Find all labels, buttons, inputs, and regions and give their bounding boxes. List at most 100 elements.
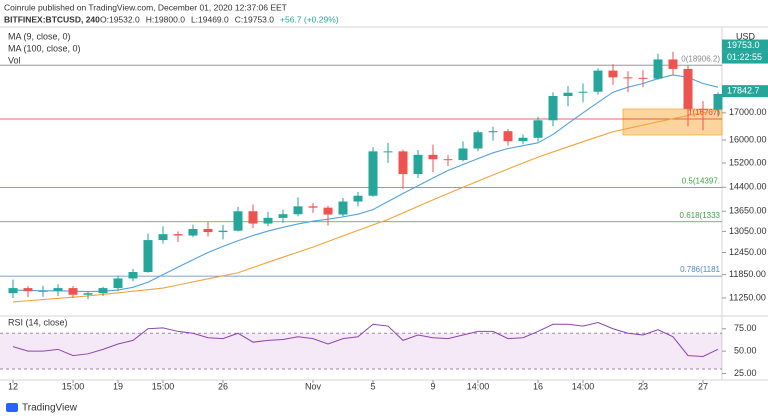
candle-body xyxy=(353,195,363,202)
candle-body xyxy=(323,207,333,215)
candle-body xyxy=(593,70,603,92)
candle-body xyxy=(38,290,48,292)
candle-body xyxy=(293,206,303,215)
x-tick-label: 14:00 xyxy=(572,381,595,391)
candle-body xyxy=(608,70,618,78)
fib-label: 0.5(14397. xyxy=(682,176,720,185)
x-tick-label: 19 xyxy=(113,381,123,391)
candle-body xyxy=(443,159,453,161)
y-tick-label: 11850.00 xyxy=(729,269,766,279)
candle-body xyxy=(383,151,393,153)
y-tick-label: 11250.00 xyxy=(729,292,766,302)
candle-body xyxy=(188,228,198,236)
candle-body xyxy=(53,288,63,291)
x-tick-label: 9 xyxy=(430,381,435,391)
x-tick-label: 15:00 xyxy=(62,381,85,391)
fib-label: 0(18906.2) xyxy=(681,54,720,63)
legend-ma9: MA (9, close, 0) xyxy=(8,31,71,41)
x-tick-label: 16 xyxy=(533,381,543,391)
candle-body xyxy=(518,137,528,142)
candle-body xyxy=(233,211,243,231)
candle-body xyxy=(203,228,213,233)
quote-item: L:19469.0 xyxy=(191,14,229,24)
x-tick-label: Nov xyxy=(305,381,322,391)
candle-body xyxy=(638,77,648,79)
candle-body xyxy=(473,132,483,149)
x-tick-label: 26 xyxy=(218,381,228,391)
x-tick-label: 14:00 xyxy=(467,381,490,391)
countdown-bg xyxy=(722,51,768,64)
candle-body xyxy=(263,217,273,224)
x-tick-label: 23 xyxy=(638,381,648,391)
fib-label: 0.618(1333 xyxy=(680,211,721,220)
countdown: 01:22:55 xyxy=(727,52,762,62)
y-tick-label: 17000.00 xyxy=(729,107,767,117)
candle-body xyxy=(143,240,153,273)
y-tick-label: 12450.00 xyxy=(729,247,767,257)
y-tick-label: 14400.00 xyxy=(729,182,767,192)
candle-body xyxy=(8,288,18,294)
candle-body xyxy=(128,272,138,279)
x-tick-label: 27 xyxy=(698,381,708,391)
currency: USD xyxy=(736,31,756,41)
rsi-band xyxy=(0,333,722,370)
candle-body xyxy=(413,154,423,175)
legend-vol: Vol xyxy=(8,55,21,65)
candle-body xyxy=(158,234,168,241)
candle-body xyxy=(578,91,588,93)
candle-body xyxy=(308,206,318,208)
price-tag xyxy=(722,39,768,52)
candle-body xyxy=(23,288,33,292)
candle-body xyxy=(428,154,438,160)
rsi-y-tick-label: 75.00 xyxy=(734,323,757,333)
rsi-title: RSI (14, close) xyxy=(8,317,68,327)
x-tick-label: 15:00 xyxy=(152,381,175,391)
candle-body xyxy=(173,234,183,236)
candle-body xyxy=(98,288,108,294)
candle-body xyxy=(653,59,663,79)
candle-body xyxy=(278,214,288,218)
symbol: BITFINEX:BTCUSD, 240 xyxy=(4,14,100,24)
candle-body xyxy=(68,288,78,295)
y-tick-label: 15200.00 xyxy=(729,157,767,167)
candle-body xyxy=(533,120,543,138)
price-tag-label: 19753.0 xyxy=(727,40,760,50)
price-tag xyxy=(722,85,768,98)
candle-body xyxy=(458,148,468,161)
moving-average xyxy=(12,74,719,293)
rsi-y-tick-label: 50.00 xyxy=(734,346,757,356)
y-tick-label: 13650.00 xyxy=(729,206,767,216)
quote-item: H:19800.0 xyxy=(146,14,185,24)
rsi-y-tick-label: 25.00 xyxy=(734,368,757,378)
candle-body xyxy=(668,59,678,69)
candle-body xyxy=(488,131,498,133)
y-tick-label: 13050.00 xyxy=(729,226,767,236)
candle-body xyxy=(563,92,573,97)
rsi-line xyxy=(12,321,719,358)
fib-label: 0.786(1181 xyxy=(680,265,720,274)
candle-body xyxy=(113,278,123,289)
candle-body xyxy=(623,77,633,79)
source: Coinrule published on TradingView.com, D… xyxy=(4,2,287,12)
x-tick-label: 5 xyxy=(370,381,375,391)
highlight-box xyxy=(622,108,723,136)
quote-item: C:19753.0 xyxy=(235,14,274,24)
quote-item: O:19532.0 xyxy=(100,14,140,24)
y-tick-label: 16000.00 xyxy=(729,134,767,144)
candle-body xyxy=(248,211,258,224)
candle-body xyxy=(548,96,558,121)
candle-body xyxy=(503,131,513,142)
quote-item: +56.7 (+0.29%) xyxy=(280,14,339,24)
footer-logo xyxy=(6,403,18,412)
price-tag-label: 17842.7 xyxy=(727,86,760,96)
candle-body xyxy=(218,230,228,233)
candle-body xyxy=(683,68,693,109)
candle-body xyxy=(83,293,93,295)
candle-body xyxy=(368,151,378,196)
candle-body xyxy=(338,201,348,215)
moving-average xyxy=(12,109,719,303)
legend-ma100: MA (100, close, 0) xyxy=(8,43,81,53)
footer: TradingView xyxy=(22,403,78,414)
